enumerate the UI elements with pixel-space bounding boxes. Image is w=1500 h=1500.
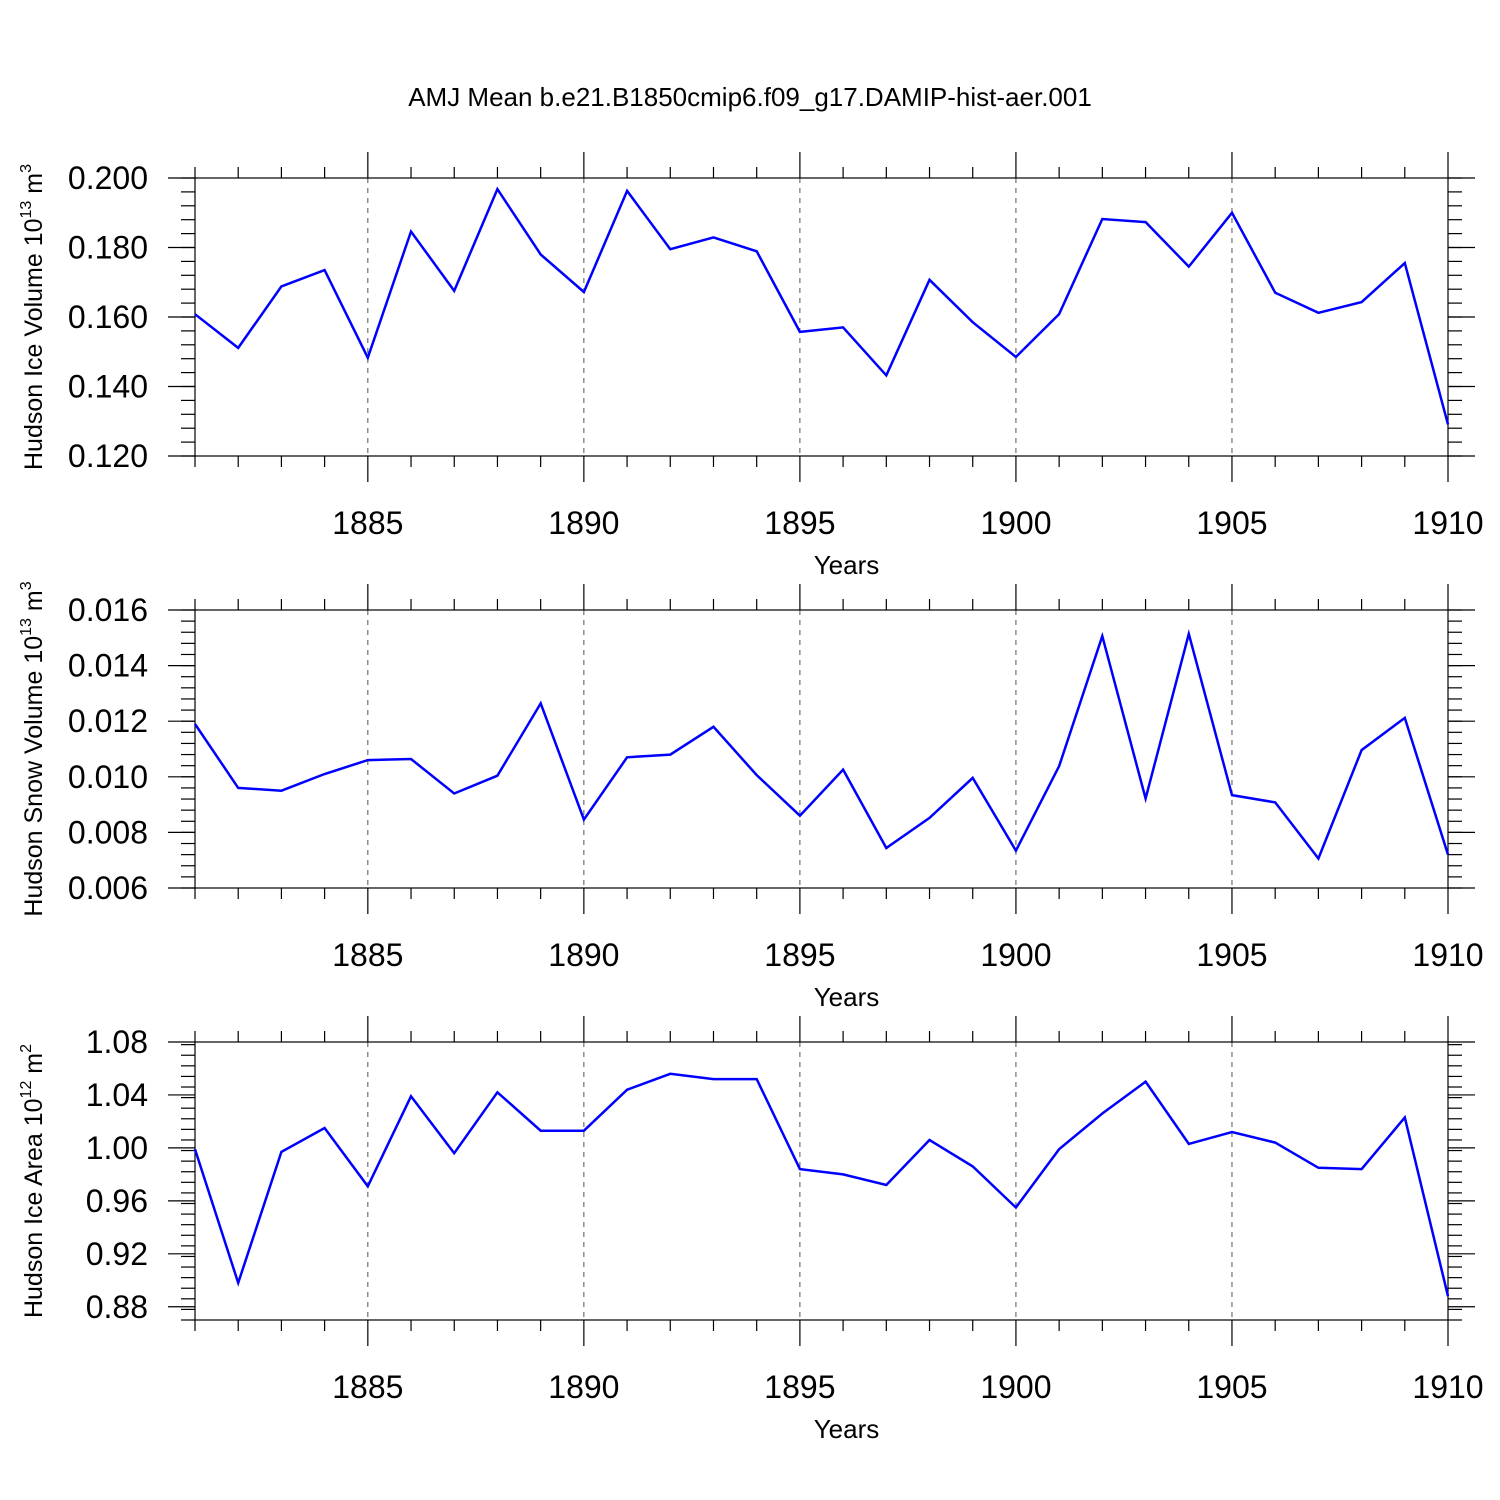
x-tick-label: 1890: [548, 937, 619, 973]
y-tick-label: 0.200: [68, 160, 148, 196]
x-tick-label: 1900: [980, 1369, 1051, 1405]
x-axis-label: Years: [814, 550, 880, 580]
y-tick-label: 1.08: [86, 1024, 148, 1060]
y-axis-label: Hudson Snow Volume 1013 m3: [18, 581, 48, 916]
x-tick-label: 1885: [332, 1369, 403, 1405]
x-tick-label: 1900: [980, 505, 1051, 541]
plot-frame: [194, 609, 1449, 889]
x-tick-label: 1900: [980, 937, 1051, 973]
series-line: [194, 186, 1450, 425]
series-line: [193, 629, 1450, 862]
x-tick-label: 1885: [332, 505, 403, 541]
y-tick-label: 0.160: [68, 299, 148, 335]
y-tick-label: 0.88: [86, 1289, 148, 1325]
x-tick-label: 1910: [1412, 1369, 1483, 1405]
x-tick-label: 1885: [332, 937, 403, 973]
y-tick-label: 0.008: [68, 814, 148, 850]
y-tick-label: 0.014: [68, 648, 148, 684]
y-tick-label: 1.00: [86, 1130, 148, 1166]
y-tick-label: 0.92: [86, 1236, 148, 1272]
x-tick-label: 1890: [548, 505, 619, 541]
chart-panel-3: 1885 1890 1895 1900 1905 1910 Years 0.88 0.92 0.9…: [18, 1016, 1484, 1444]
y-tick-label: 0.140: [68, 369, 148, 405]
chart-panel-2: 1885 1890 1895 1900 1905 1910 Years 0.006 0.008 0…: [18, 581, 1484, 1012]
x-tick-label: 1905: [1196, 505, 1267, 541]
y-tick-label: 0.010: [68, 759, 148, 795]
x-tick-label: 1910: [1412, 505, 1483, 541]
x-axis-label: Years: [814, 1414, 880, 1444]
y-tick-label: 0.006: [68, 870, 148, 906]
x-tick-label: 1895: [764, 1369, 835, 1405]
x-axis-label: Years: [814, 982, 880, 1012]
x-tick-label: 1895: [764, 505, 835, 541]
plot-frame: [194, 1041, 1449, 1321]
series-line: [193, 1072, 1450, 1297]
x-tick-label: 1905: [1196, 1369, 1267, 1405]
x-tick-label: 1905: [1196, 937, 1267, 973]
y-tick-label: 0.96: [86, 1183, 148, 1219]
y-axis-label: Hudson Ice Area 1012 m2: [18, 1044, 48, 1318]
y-tick-label: 0.180: [68, 230, 148, 266]
y-tick-label: 0.120: [68, 438, 148, 474]
x-tick-label: 1895: [764, 937, 835, 973]
chart-panel-1: 1885 1890 1895 1900 1905 1910 Years 0.120 0.140 0…: [18, 152, 1484, 580]
x-tick-label: 1910: [1412, 937, 1483, 973]
y-tick-label: 0.012: [68, 703, 148, 739]
figure-title: AMJ Mean b.e21.B1850cmip6.f09_g17.DAMIP-…: [408, 82, 1092, 112]
y-axis-label: Hudson Ice Volume 1013 m3: [18, 164, 48, 470]
panels: 1885 1890 1895 1900 1905 1910 Years 0.120 0.140 0…: [18, 152, 1484, 1444]
y-tick-label: 1.04: [86, 1077, 148, 1113]
y-tick-label: 0.016: [68, 592, 148, 628]
x-tick-label: 1890: [548, 1369, 619, 1405]
